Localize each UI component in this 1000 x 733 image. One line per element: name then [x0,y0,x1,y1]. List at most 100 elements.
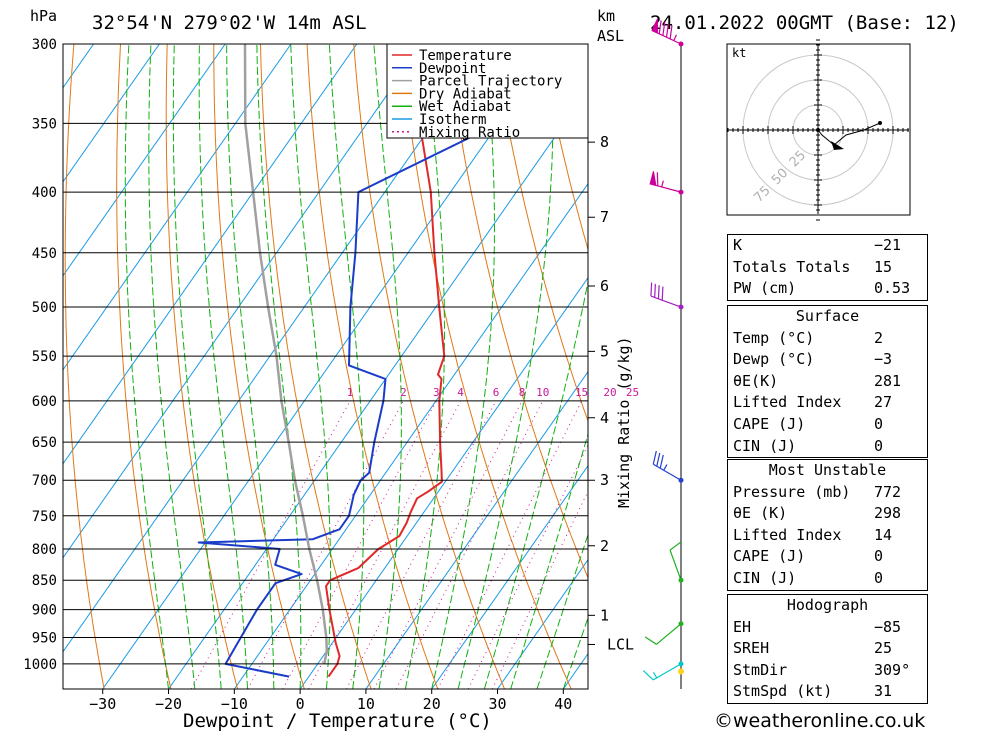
surface-row: Dewp (°C) −3 [733,350,893,369]
wind-level-dot [678,477,684,483]
isotherm-line [233,182,588,689]
mixing-ratio-label: 8 [519,386,526,399]
dry-adiabat-line [399,44,572,689]
wet-adiabat-line [198,44,248,689]
mixing-ratio-label: 6 [493,386,500,399]
x-tick-label: 40 [554,695,572,713]
km-tick-label: 3 [600,471,609,489]
isotherm-line [102,44,555,689]
wind-level-dot [678,41,684,47]
wet-adiabat-line [328,44,365,689]
isotherm-line [168,88,588,689]
dewpoint-curve [197,44,504,678]
wind-profile [642,18,684,689]
surface-row: θE(K) 281 [733,371,902,390]
wind-barb-feather [652,450,657,465]
pressure-tick-label: 500 [32,300,57,316]
wet-adiabat-line [510,432,588,689]
wind-barb-feather [665,23,669,38]
weatheronline-link[interactable]: ©weatheronline.co.uk [714,710,926,732]
mixing-ratio-label: 10 [536,386,549,399]
wind-level-dot [678,577,684,583]
axes: 3003504004505005506006507007508008509009… [23,37,634,713]
legend-label: Temperature [419,48,512,64]
pressure-tick-label: 850 [32,573,57,589]
wind-barb [669,549,682,581]
mixing-ratio-line [395,400,544,689]
isotherm-line [63,44,489,653]
dry-adiabat-line [213,44,305,689]
wind-barb-half-feather [673,34,678,41]
unstable-row: CIN (J) 0 [733,568,884,587]
x-tick-label: −10 [221,695,248,713]
isotherm-line [63,44,358,465]
mixing-ratio-line [308,400,462,689]
mixing-ratio-line [467,443,588,689]
surface-panel: Surface Temp (°C) 2 Dewp (°C) −3 θE(K) 281 … [727,305,928,459]
legend-label: Wet Adiabat [419,99,512,115]
hodograph-unit: kt [732,46,746,60]
wind-barb-feather [642,670,654,681]
legend-label: Isotherm [419,112,486,128]
surface-row: Lifted Index 27 [733,393,893,412]
isotherm-line [431,464,588,689]
mixing-ratio-label: 20 [603,386,616,399]
mixing-ratio-label: 25 [626,386,639,399]
dry-adiabat-line [260,44,372,689]
hodo-row: EH −85 [733,617,902,636]
surface-row: CAPE (J) 0 [733,414,884,433]
mixing-ratio-label: 1 [347,386,354,399]
pressure-tick-label: 650 [32,435,57,451]
general-indices-panel: K −21 Totals Totals 15 PW (cm) 0.53 [727,234,928,301]
mixing-ratio-line [282,400,437,689]
unstable-row: Pressure (mb) 772 [733,482,902,501]
wind-barb-feather [669,541,682,551]
x-tick-label: 30 [488,695,506,713]
isotherm-line [299,276,588,689]
x-tick-label: 10 [357,695,375,713]
index-row-totals: Totals Totals 15 [733,257,893,276]
wind-level-dot [678,621,684,627]
x-axis-label: Dewpoint / Temperature (°C) [183,710,492,732]
x-tick-label: 0 [296,695,305,713]
wind-barb-half-feather [663,464,668,471]
isotherm-line [63,44,226,277]
hodograph-panel: Hodograph EH −85 SREH 25 StmDir 309° StmSpd… [727,594,928,704]
dry-adiabat-line [446,44,588,580]
pressure-tick-label: 900 [32,603,57,619]
wind-barb-flag [649,171,657,187]
dry-adiabat-line [116,44,172,689]
km-tick-label: 1 [600,606,609,624]
km-tick-label: 8 [600,133,609,151]
wind-barb-flag [651,18,658,34]
isotherm-line [63,44,160,183]
unstable-title: Most Unstable [768,461,887,479]
hodograph-point [878,121,882,125]
mixing-ratio-label: 2 [400,386,407,399]
wet-adiabat-line [431,44,495,689]
wet-adiabat-line [536,533,588,689]
pressure-tick-label: 400 [32,185,57,201]
wind-barb-feather [661,286,664,301]
x-tick-label: −20 [155,695,182,713]
dry-adiabat-line [960,44,1000,689]
km-tick-label: 5 [600,342,609,360]
pressure-tick-label: 750 [32,509,57,525]
dry-adiabat-line [306,44,439,689]
parcel-trajectory-curve [243,44,329,665]
x-tick-label: 20 [423,695,441,713]
wet-adiabat-line [124,44,169,689]
hodograph-point [816,128,820,132]
isotherm-line [63,44,424,559]
mixing-ratio-axis-label: Mixing Ratio (g/kg) [615,336,633,508]
hodo-title: Hodograph [786,596,869,614]
wind-level-dot [678,661,684,667]
km-tick-label: 7 [600,208,609,226]
wet-adiabat-line [290,44,332,689]
wind-barb [652,663,682,681]
height-unit-asl: ASL [597,27,624,45]
mixing-ratio-labels: 1 2 3 4 6 8 10 15 20 25 [347,386,639,399]
